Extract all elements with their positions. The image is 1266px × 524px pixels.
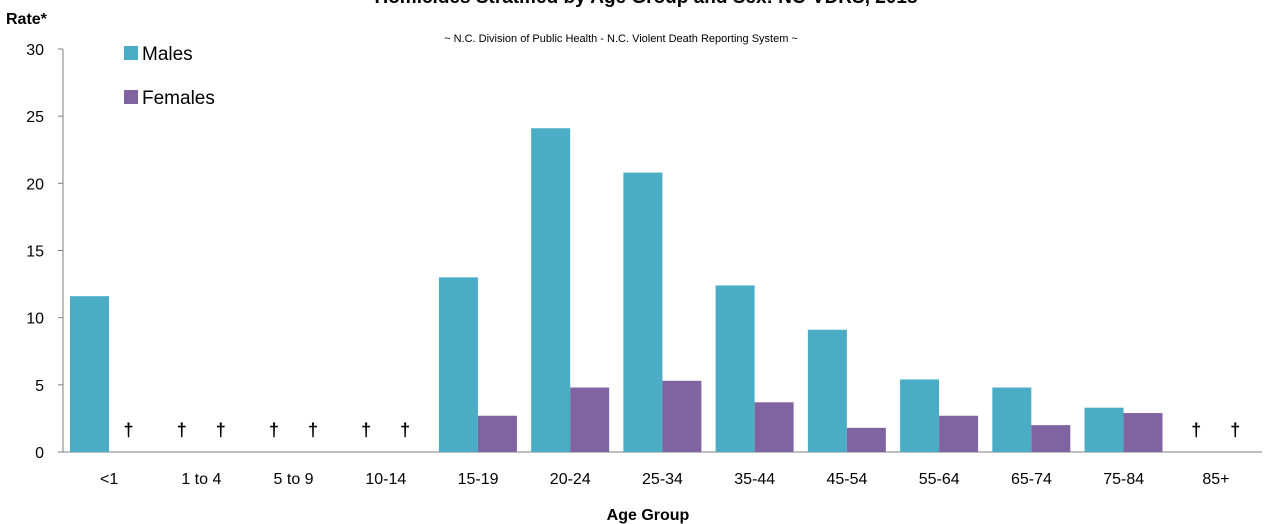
- bar-males-8: [715, 285, 755, 452]
- bar-males-11: [992, 387, 1032, 452]
- x-tick-label: <1: [100, 471, 118, 488]
- legend-label-females: Females: [142, 88, 215, 109]
- y-tick-label: 10: [26, 311, 44, 328]
- suppressed-marker: †: [216, 420, 226, 440]
- x-tick-label: 35-44: [734, 471, 775, 488]
- suppressed-marker: †: [308, 420, 318, 440]
- bar-females-5: [477, 415, 517, 452]
- suppressed-marker: †: [123, 420, 133, 440]
- bar-males-6: [531, 128, 571, 453]
- bars: † † † † † † † † †: [70, 128, 1240, 453]
- x-tick-label: 5 to 9: [274, 471, 314, 488]
- chart-title: Homicides Stratified by Age Group and Se…: [374, 0, 917, 8]
- suppressed-marker: †: [400, 420, 410, 440]
- chart-subtitle: ~ N.C. Division of Public Health - N.C. …: [444, 33, 798, 45]
- x-tick-label: 55-64: [919, 471, 960, 488]
- x-tick-label: 25-34: [642, 471, 683, 488]
- suppressed-marker: †: [177, 420, 187, 440]
- axes: 0 5 10 15 20 25 30 <1 1 to 4 5 to 9 10-14 15-19 20-2…: [26, 42, 1262, 488]
- legend-swatch-females: [124, 90, 138, 104]
- legend-label-males: Males: [142, 44, 193, 65]
- bar-males-1: [70, 296, 109, 452]
- x-tick-label: 85+: [1202, 471, 1229, 488]
- bar-males-12: [1084, 407, 1124, 452]
- x-tick-label: 15-19: [458, 471, 499, 488]
- x-tick-label: 10-14: [365, 471, 406, 488]
- y-tick-label: 20: [26, 176, 44, 193]
- x-tick-label: 20-24: [550, 471, 591, 488]
- bar-males-9: [807, 329, 847, 452]
- bar-females-11: [1031, 425, 1071, 452]
- y-tick-label: 25: [26, 109, 44, 126]
- y-axis-title: Rate*: [6, 11, 48, 28]
- bar-males-10: [900, 379, 940, 452]
- bar-males-5: [438, 277, 478, 452]
- x-tick-label: 1 to 4: [181, 471, 221, 488]
- legend-swatch-males: [124, 46, 138, 60]
- x-axis-title: Age Group: [607, 507, 690, 524]
- suppressed-marker: †: [1191, 420, 1201, 440]
- suppressed-marker: †: [269, 420, 279, 440]
- bar-males-7: [623, 172, 663, 452]
- x-tick-label: 45-54: [827, 471, 868, 488]
- y-tick-label: 15: [26, 244, 44, 261]
- bar-females-10: [939, 415, 979, 452]
- suppressed-marker: †: [1230, 420, 1240, 440]
- y-tick-label: 5: [35, 378, 44, 395]
- y-tick-label: 30: [26, 42, 44, 59]
- legend: Males Females: [124, 44, 215, 109]
- y-tick-label: 0: [35, 445, 44, 462]
- suppressed-marker: †: [361, 420, 371, 440]
- bar-females-9: [846, 427, 886, 452]
- bar-females-12: [1123, 413, 1163, 452]
- bar-females-7: [662, 380, 702, 452]
- x-tick-label: 65-74: [1011, 471, 1052, 488]
- x-tick-label: 75-84: [1103, 471, 1144, 488]
- bar-females-6: [570, 387, 610, 452]
- bar-females-8: [754, 402, 794, 452]
